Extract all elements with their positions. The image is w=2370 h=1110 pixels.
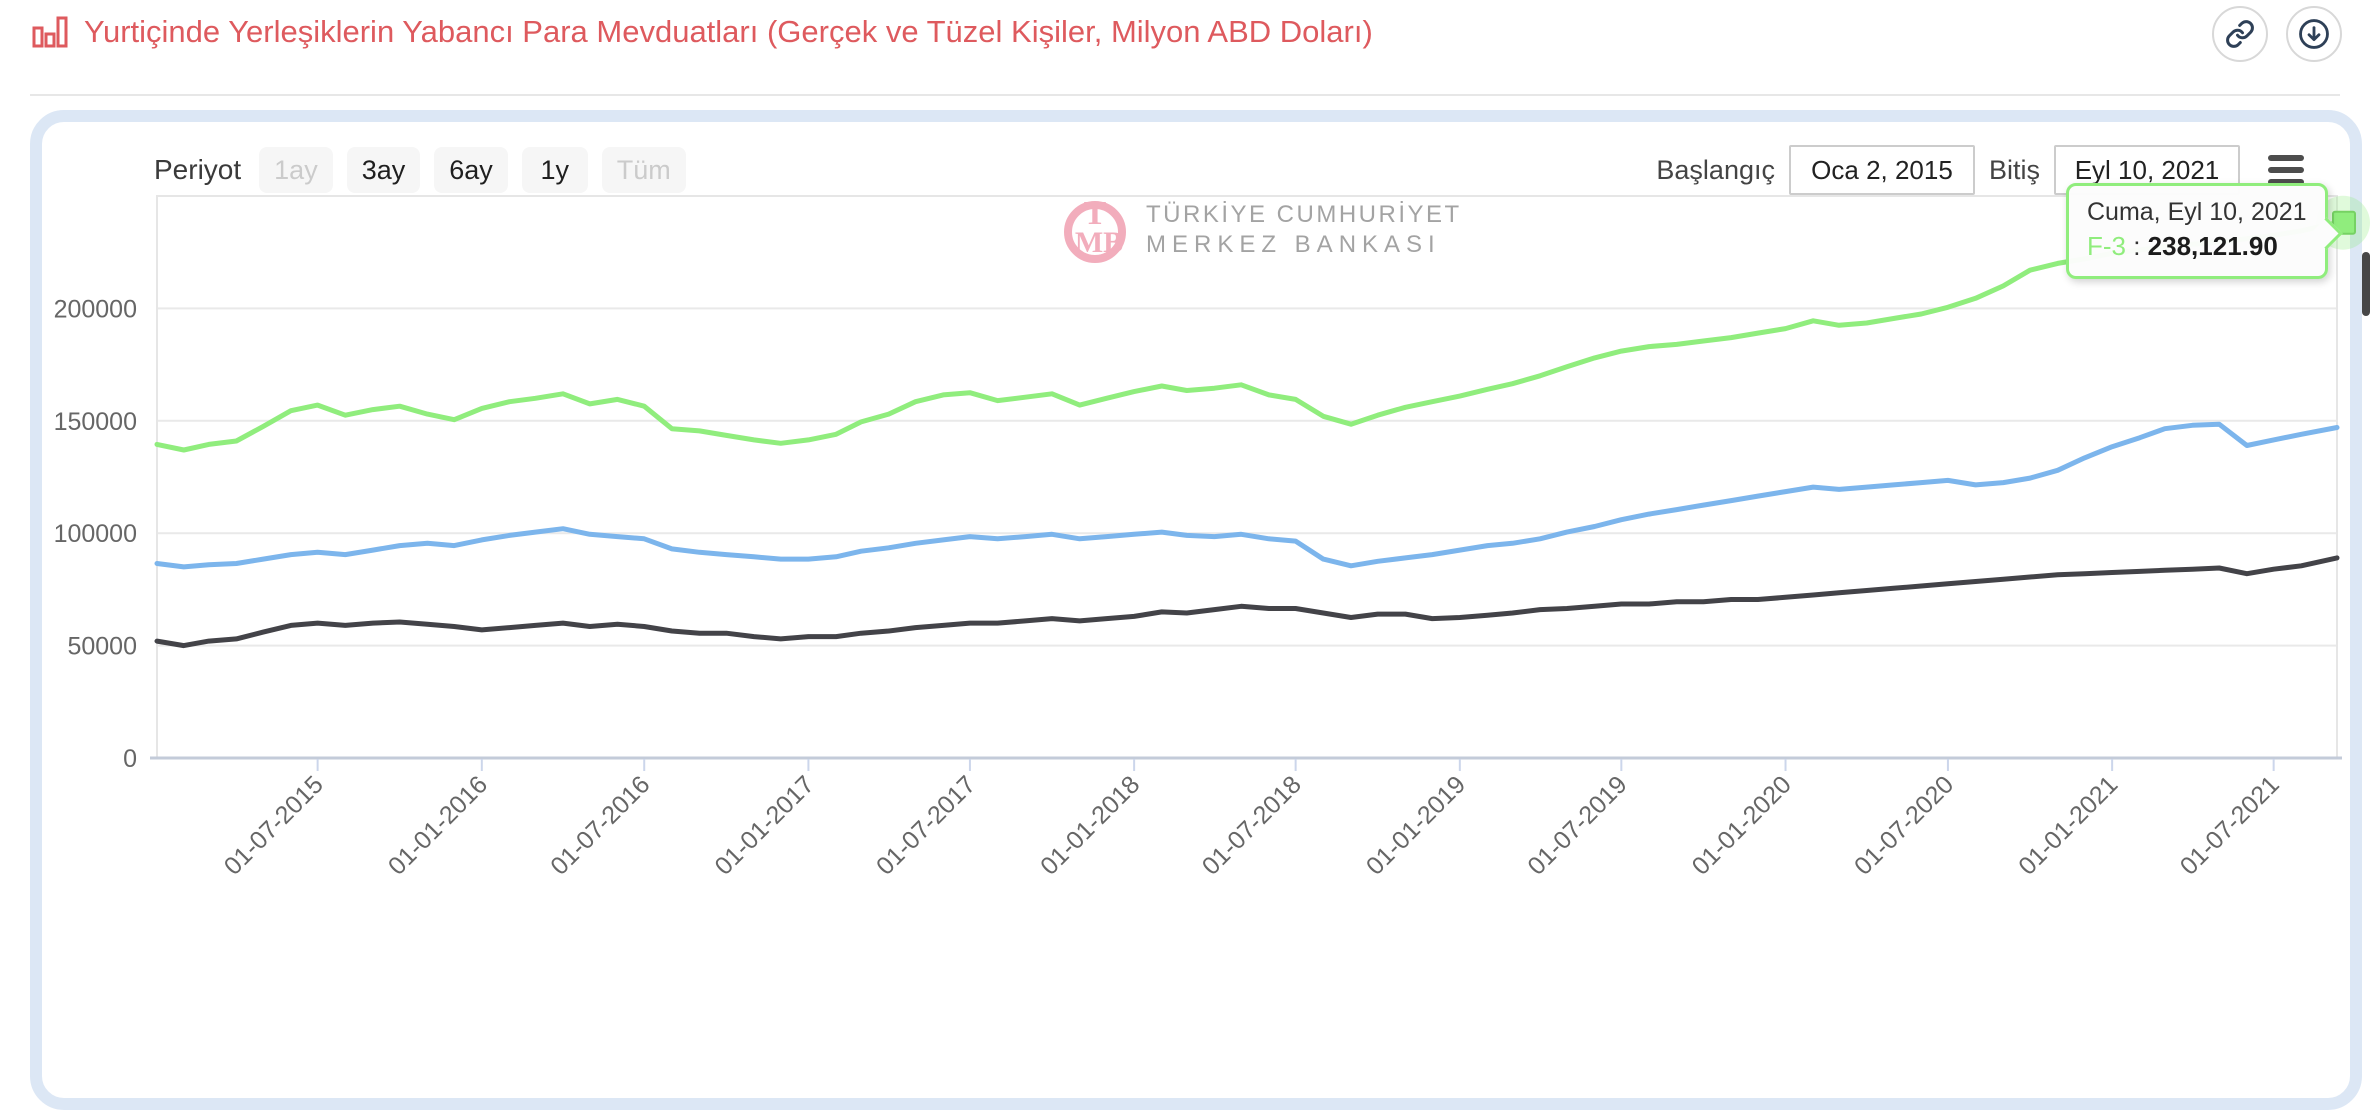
header-divider [30, 94, 2340, 96]
link-button[interactable] [2212, 6, 2268, 62]
scrollbar-thumb[interactable] [2362, 252, 2370, 316]
start-date-input[interactable] [1788, 145, 1975, 195]
tooltip-separator: : [2126, 231, 2148, 261]
page-header: Yurtiçinde Yerleşiklerin Yabancı Para Me… [0, 0, 2370, 94]
chart-toolbar: Periyot 1ay 3ay 6ay 1y Tüm Başlangıç Bitiş [54, 134, 2338, 198]
period-button-3ay[interactable]: 3ay [346, 147, 421, 193]
tcmb-logo: T MB [1064, 195, 1126, 263]
svg-text:MB: MB [1075, 226, 1123, 259]
tcmb-watermark: T MB TÜRKİYE CUMHURİYET MERKEZ BANKASI [1062, 194, 1462, 266]
chart-tooltip: Cuma, Eyl 10, 2021 F-3 : 238,121.90 [2066, 183, 2328, 279]
tooltip-series-name: F-3 [2087, 231, 2126, 261]
end-date-label: Bitiş [1988, 154, 2040, 185]
tooltip-value-row: F-3 : 238,121.90 [2087, 231, 2307, 262]
period-label: Periyot [154, 154, 242, 185]
period-button-6ay[interactable]: 6ay [434, 147, 508, 193]
page-title: Yurtiçinde Yerleşiklerin Yabancı Para Me… [84, 14, 1373, 49]
start-date-label: Başlangıç [1656, 154, 1775, 185]
tooltip-date: Cuma, Eyl 10, 2021 [2087, 198, 2307, 226]
period-button-Tüm: Tüm [601, 147, 686, 193]
download-icon [2299, 19, 2329, 49]
period-button-1ay: 1ay [259, 147, 333, 193]
link-icon [2226, 20, 2254, 48]
download-button[interactable] [2286, 6, 2342, 62]
watermark-line1: TÜRKİYE CUMHURİYET [1146, 201, 1462, 228]
tooltip-value: 238,121.90 [2147, 231, 2278, 261]
period-buttons: 1ay 3ay 6ay 1y Tüm [259, 147, 686, 193]
hamburger-icon [2268, 155, 2304, 161]
bar-chart-icon [32, 16, 68, 48]
period-button-1y[interactable]: 1y [521, 147, 588, 193]
chart-menu-button[interactable] [2264, 151, 2308, 189]
watermark-line2: MERKEZ BANKASI [1146, 231, 1441, 258]
